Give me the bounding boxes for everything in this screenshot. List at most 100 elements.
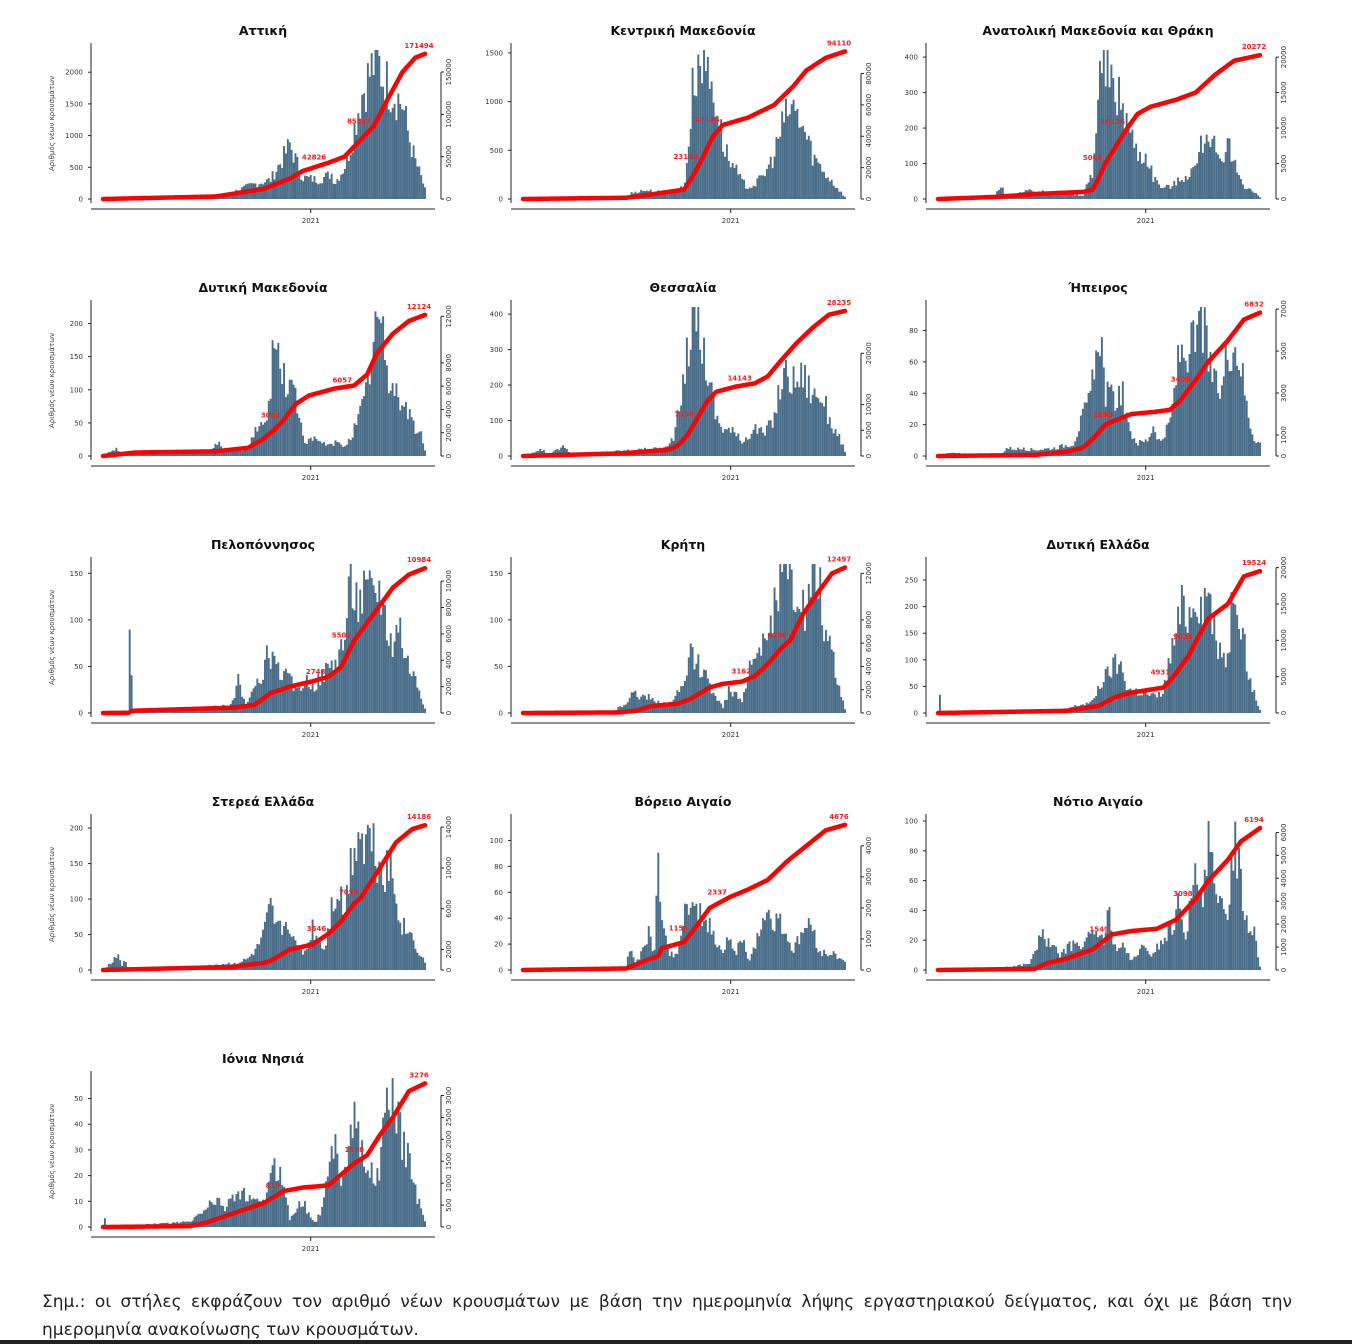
daily-bar [1156,439,1159,456]
y-axis-label: Αριθμός νέων κρουσμάτων [48,333,56,428]
daily-bar [307,176,310,199]
daily-bar [775,413,778,456]
daily-bar [271,905,274,970]
daily-bar [418,690,421,713]
daily-bar [315,438,318,456]
daily-bar [1047,938,1050,970]
daily-bar [267,658,270,713]
daily-bar [1116,673,1119,713]
daily-bar [1005,448,1008,456]
daily-bar [1127,422,1130,456]
cumulative-label: 94110 [827,39,851,47]
cumulative-label: 3098 [1173,890,1193,898]
chart-panel: Πελοπόννησος 2748 5501 10984 0 50 100 150 2021 0 2… [45,532,465,777]
daily-bar [1217,902,1220,970]
cumulative-label: 3162 [732,668,752,676]
bottom-rule [0,1340,1352,1344]
daily-bar [1139,948,1141,970]
daily-bar [1251,434,1254,456]
daily-bars [523,852,846,970]
daily-bar [355,134,358,199]
x-tick-label: 2021 [302,731,320,739]
daily-bar [779,913,782,970]
y-tick-label: 300 [490,346,503,354]
daily-bar [819,164,822,199]
daily-bar [1125,953,1128,970]
daily-bar [244,704,247,713]
daily-bar [420,431,423,456]
daily-bar [1100,337,1103,456]
daily-bar [418,1198,421,1227]
daily-bar [1095,350,1098,456]
daily-bar [754,186,757,199]
daily-bar [678,411,681,456]
y2-tick-label: 2000 [445,678,453,696]
daily-bar [748,187,751,199]
daily-bar [684,903,686,970]
daily-bar [1112,78,1115,199]
daily-bar [815,597,818,713]
y2-tick-label: 0 [1280,711,1288,715]
daily-bar [1249,188,1252,199]
daily-bar [1259,442,1261,456]
daily-bar [661,449,664,456]
daily-bar [119,960,122,970]
daily-bar [1150,693,1153,713]
daily-bar [403,1131,406,1227]
y2-tick-label: 0 [445,711,453,715]
daily-bar [1243,920,1246,970]
daily-bar [1241,627,1244,713]
daily-bar [804,364,806,456]
daily-bar [685,337,688,456]
daily-bar [357,113,360,199]
daily-bar [1179,361,1181,456]
daily-bar [1169,663,1172,713]
daily-bar [1232,602,1235,713]
daily-bar [727,160,730,199]
daily-bar [1203,307,1206,456]
daily-bar [387,1109,390,1227]
daily-bar [1051,194,1054,199]
daily-bar [1184,360,1187,456]
daily-bar [735,436,738,456]
daily-bar [260,937,263,970]
daily-bar [649,936,652,970]
daily-bar [1205,596,1208,713]
daily-bar [1118,948,1120,970]
daily-bar [844,961,846,970]
y-tick-label: 100 [490,417,503,425]
daily-bar [834,429,837,456]
daily-bar [722,432,725,456]
cumulative-label: 14143 [727,375,751,383]
daily-bar [636,697,639,713]
y2-tick-label: 14000 [445,816,453,838]
daily-bar [716,947,719,970]
daily-bar [1177,177,1180,199]
daily-bar [406,933,409,970]
daily-bar [1064,195,1067,199]
daily-bar [302,1206,305,1227]
y-tick-label: 100 [905,818,918,826]
daily-bar [825,629,827,713]
daily-bar [842,960,845,970]
daily-bar [1228,652,1231,713]
daily-bar [769,420,772,456]
cumulative-label: 2337 [707,888,727,896]
daily-bar [788,942,791,970]
daily-bar [359,589,362,713]
daily-bar [385,365,388,456]
daily-bar [344,169,346,199]
daily-bar [117,954,120,970]
daily-bar [302,954,305,970]
daily-bar [1240,868,1242,970]
daily-bar [1104,668,1107,713]
daily-bar [804,927,806,970]
y2-tick-label: 20000 [865,342,873,364]
cumulative-line [100,565,428,716]
daily-bar [750,664,753,713]
daily-bar [397,632,400,713]
daily-bar [703,337,705,456]
daily-bar [155,453,158,456]
daily-bar [1203,143,1206,199]
daily-bar [342,914,345,970]
